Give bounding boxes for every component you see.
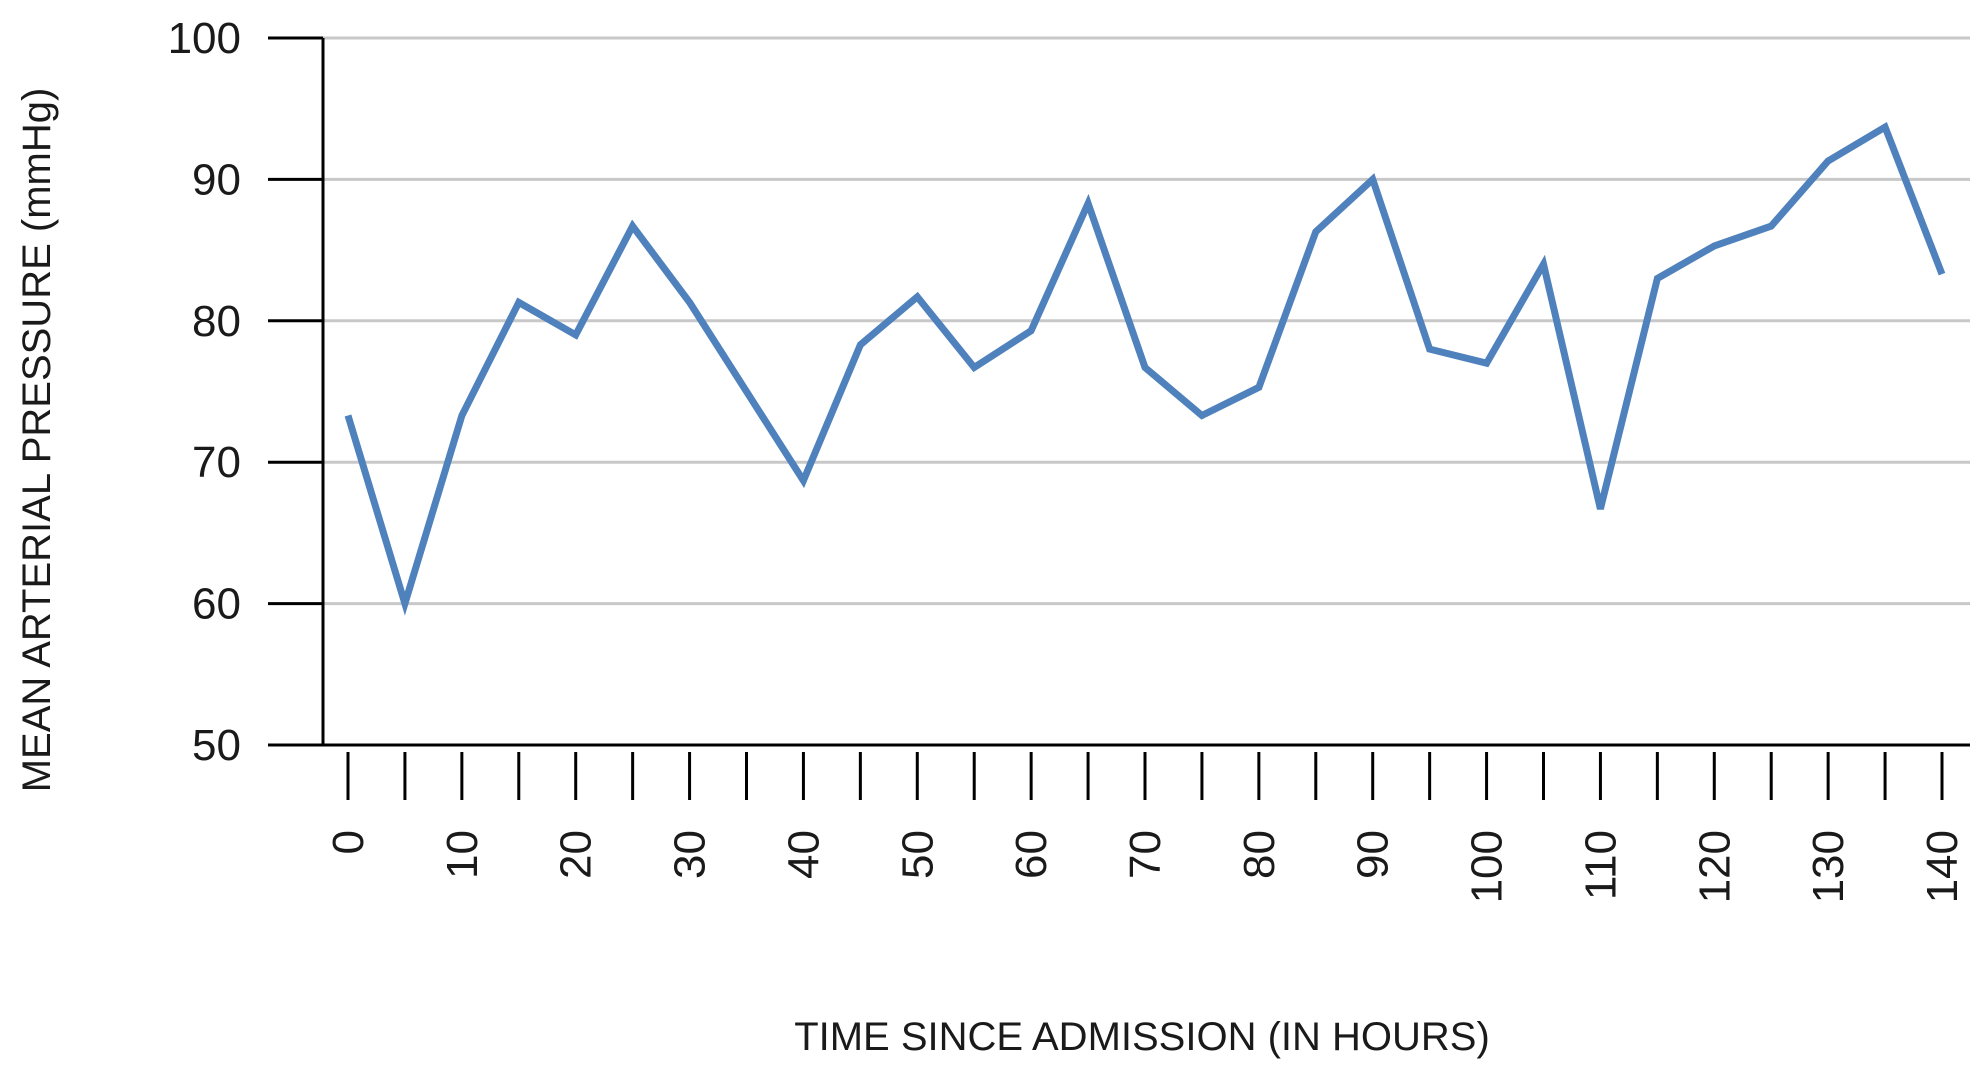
x-tick-label: 120 — [1690, 830, 1739, 903]
x-tick-label: 50 — [893, 830, 942, 879]
x-axis-ticks: 0 10 20 30 40 50 60 70 80 90 100 110 120 130 140 — [324, 752, 1967, 903]
y-tick-label: 70 — [192, 438, 241, 487]
y-axis-title: MEAN ARTERIAL PRESSURE (mmHg) — [15, 88, 59, 793]
y-tick-label: 100 — [168, 14, 241, 63]
x-tick-label: 10 — [438, 830, 487, 879]
x-tick-label: 140 — [1918, 830, 1967, 903]
x-tick-label: 100 — [1463, 830, 1512, 903]
x-tick-label: 130 — [1804, 830, 1853, 903]
series-marks — [344, 121, 1946, 616]
y-tick-label: 60 — [192, 580, 241, 629]
axes — [268, 38, 1970, 747]
gridlines — [323, 36, 1970, 606]
x-tick-label: 60 — [1007, 830, 1056, 879]
x-tick-label: 70 — [1121, 830, 1170, 879]
x-tick-label: 40 — [779, 830, 828, 879]
y-axis-ticks: 50 60 70 80 90 100 — [168, 14, 323, 770]
y-tick-label: 50 — [192, 721, 241, 770]
x-tick-label: 90 — [1349, 830, 1398, 879]
y-tick-label: 90 — [192, 155, 241, 204]
x-axis-title: TIME SINCE ADMISSION (IN HOURS) — [794, 1015, 1490, 1059]
series-line — [344, 121, 1946, 616]
x-tick-label: 110 — [1576, 830, 1625, 900]
x-tick-label: 0 — [324, 830, 373, 854]
x-tick-label: 20 — [552, 830, 601, 879]
y-tick-label: 80 — [192, 297, 241, 346]
x-tick-label: 30 — [666, 830, 715, 879]
x-tick-label: 80 — [1235, 830, 1284, 879]
